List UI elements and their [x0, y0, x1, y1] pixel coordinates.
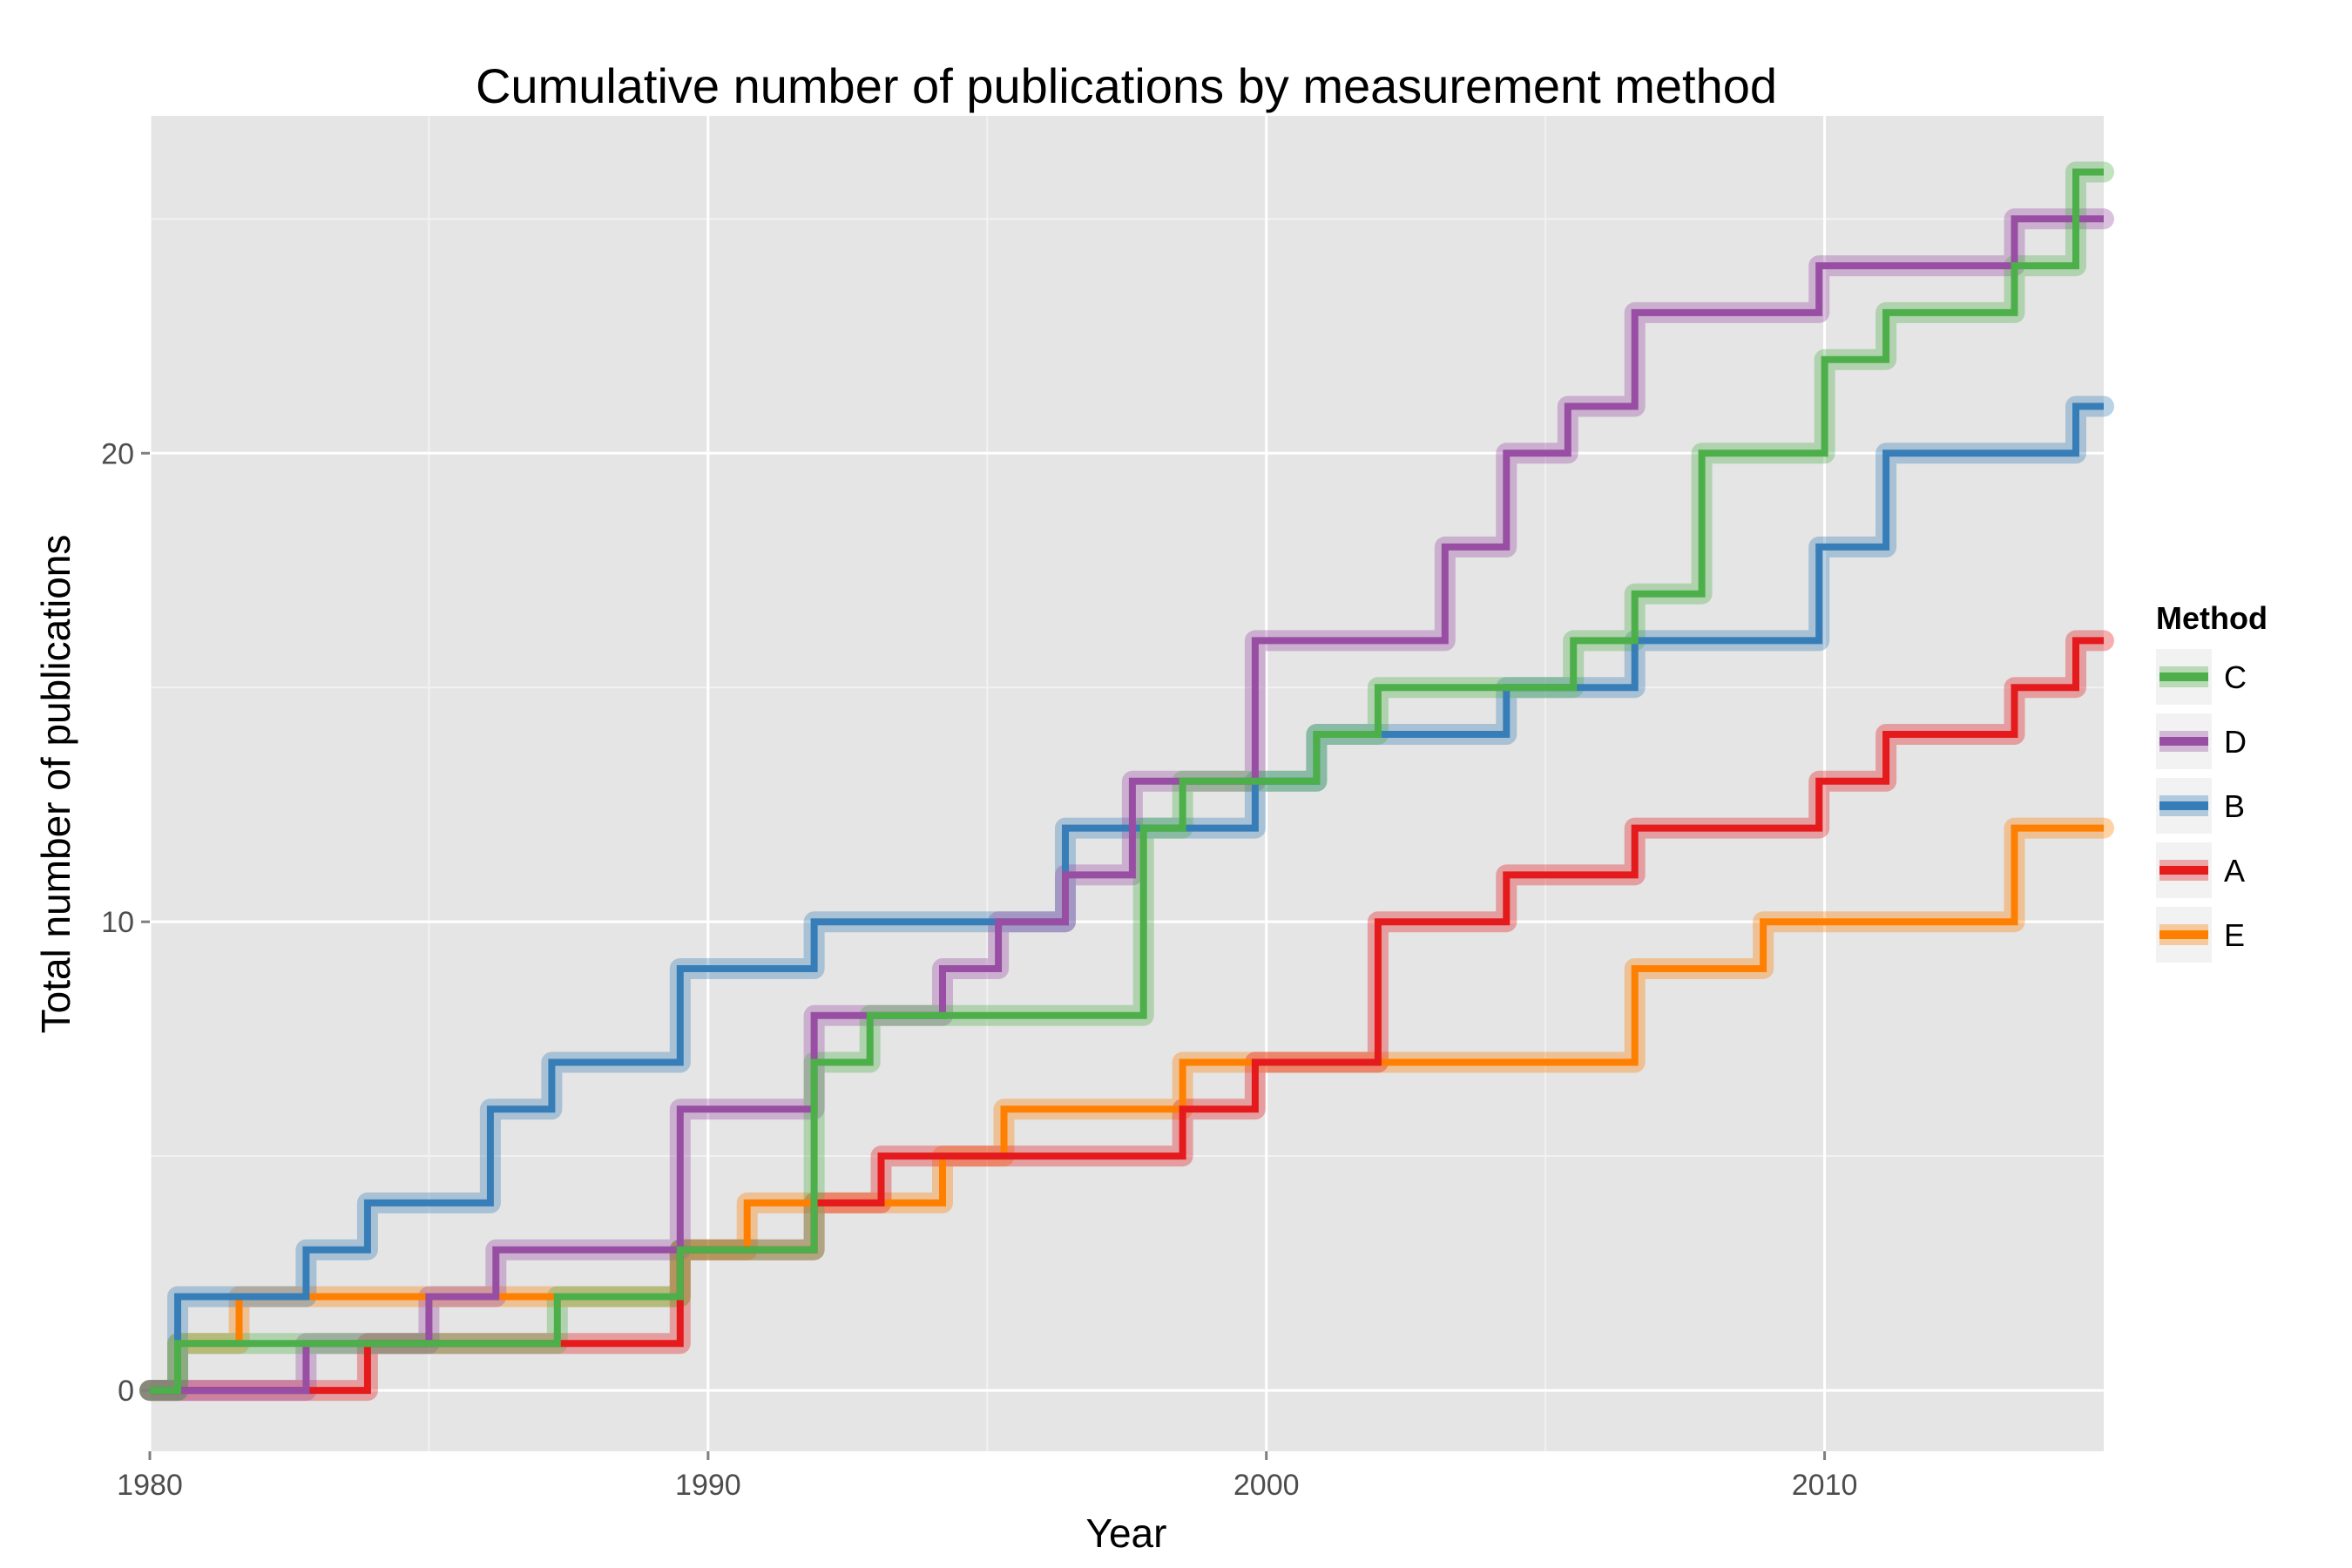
legend-title: Method: [2156, 600, 2268, 636]
legend-label-E: E: [2224, 917, 2245, 953]
legend-label-B: B: [2224, 788, 2245, 824]
x-tick-label: 2010: [1792, 1469, 1858, 1502]
y-axis: 0 10 20: [101, 437, 150, 1408]
chart-title: Cumulative number of publications by mea…: [476, 58, 1777, 113]
series-layer: [139, 161, 2114, 1402]
series-line-C: [150, 168, 2104, 1395]
legend-label-D: D: [2224, 724, 2247, 760]
legend-label-A: A: [2224, 853, 2245, 889]
y-tick-label: 20: [101, 437, 134, 470]
x-axis-title: Year: [1086, 1511, 1167, 1556]
y-tick-label: 0: [118, 1375, 134, 1408]
x-tick-label: 2000: [1233, 1469, 1300, 1502]
series-line-D: [150, 215, 2104, 1395]
plot-background: [150, 116, 2104, 1451]
x-axis: 1980 1990 2000 2010: [117, 1451, 1857, 1502]
legend-label-C: C: [2224, 659, 2247, 695]
y-axis-title: Total number of publications: [33, 535, 78, 1034]
x-tick-label: 1980: [117, 1469, 183, 1502]
y-tick-label: 10: [101, 906, 134, 939]
x-tick-label: 1990: [675, 1469, 741, 1502]
